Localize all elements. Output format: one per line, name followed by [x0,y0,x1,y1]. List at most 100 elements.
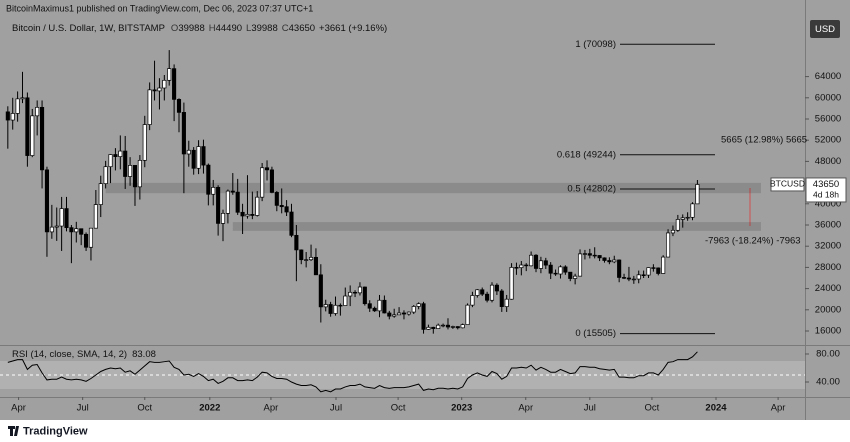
candle-body [538,260,543,269]
candle-body [328,304,333,314]
candle-body [411,306,416,313]
candle-body [353,291,358,294]
fib-label: 0.5 (42802) [567,183,616,194]
candle-body [25,97,30,156]
candle-body [338,304,343,307]
candle-body [401,312,407,315]
candle-body [377,299,382,312]
candle-body [274,192,279,206]
candle-body [656,267,661,274]
y-tick-label: 52000 [815,135,841,146]
logo-icon [8,426,19,436]
candle-body [123,150,128,177]
ohlc-letter: C [282,23,289,34]
candle-body [64,208,69,228]
x-tick-label: Jul [77,403,89,414]
y-tick-label: 64000 [815,71,841,82]
y-tick-label: 32000 [815,241,841,252]
candle-body [152,89,157,92]
candle-body [582,253,587,255]
y-tick-label: 28000 [815,262,841,273]
candle-body [230,190,235,193]
candle-body [20,97,25,100]
measurement: 5665 (12.98%) 5665 [721,135,807,146]
x-tick-label: 2024 [705,403,727,414]
measurement: -7963 (-18.24%) -7963 [705,236,801,247]
candle-body [695,184,700,205]
candle-body [186,149,191,155]
candle-body [519,264,524,269]
candle-body [602,257,607,261]
y-tick-label: 60000 [815,92,841,103]
candle-body [84,233,89,248]
candle-body [514,267,519,269]
candle-body [59,208,64,227]
candle-body [612,259,617,263]
candle-body [455,326,460,329]
candle-body [69,227,74,233]
zone [232,222,761,231]
candle-body [636,274,641,280]
price-tag [805,177,847,203]
candle-body [587,253,592,256]
candle-body [172,68,177,100]
price-tag-label: 43650 [813,179,839,190]
candle-body [529,254,534,267]
ohlc-letter: O [171,23,178,34]
candle-body [558,266,563,275]
candle-body [568,271,573,279]
candle-body [279,205,284,208]
fib-label: 0.618 (49244) [557,149,616,160]
x-tick-label: 2023 [451,403,472,414]
candle-body [245,214,250,217]
candle-body [641,274,646,276]
rsi-tick-label: 40.00 [816,377,840,388]
candle-body [35,106,40,117]
candle-body [426,326,431,330]
candle-body [661,256,666,274]
candle-body [176,99,182,113]
candle-body [465,304,470,325]
candle-body [406,311,411,315]
candle-body [98,183,103,205]
candle-body [597,255,602,259]
candle-body [416,303,421,307]
fib-label: 0 (15505) [575,328,616,339]
x-tick-label: Oct [391,403,406,414]
candle-body [577,253,583,277]
currency-button[interactable] [810,20,840,38]
candle-body [211,187,216,195]
x-tick-label: Oct [645,403,660,414]
rsi-title: RSI (14, close, SMA, 14, 2) [12,349,127,360]
candle-body [592,254,597,257]
candle-body [372,307,377,312]
x-tick-label: Oct [137,403,152,414]
candle-body [220,212,226,224]
candle-body [137,159,142,188]
y-tick-label: 40000 [815,198,841,209]
candle-body [93,204,98,229]
candle-body [670,229,676,234]
x-tick-label: Apr [518,403,533,414]
y-tick-label: 24000 [815,283,841,294]
fib-label: 1 (70098) [575,39,616,50]
x-tick-label: Apr [264,403,279,414]
candle-body [44,169,50,233]
symbol-tag-label: BTCUSD [770,179,805,189]
ohlc-letter: H [209,23,216,34]
candle-body [250,214,255,216]
candle-body [489,284,495,301]
candle-body [646,267,651,276]
candle-body [323,304,328,308]
candle-body [333,304,338,314]
candle-body [421,303,426,330]
currency[interactable]: USD [815,24,835,35]
candle-body [494,284,499,292]
candle-body [108,154,113,168]
candle-body [313,256,318,276]
candle-body [431,326,436,329]
candle-body [348,291,353,297]
candle-body [357,286,363,294]
candle-body [343,295,348,306]
